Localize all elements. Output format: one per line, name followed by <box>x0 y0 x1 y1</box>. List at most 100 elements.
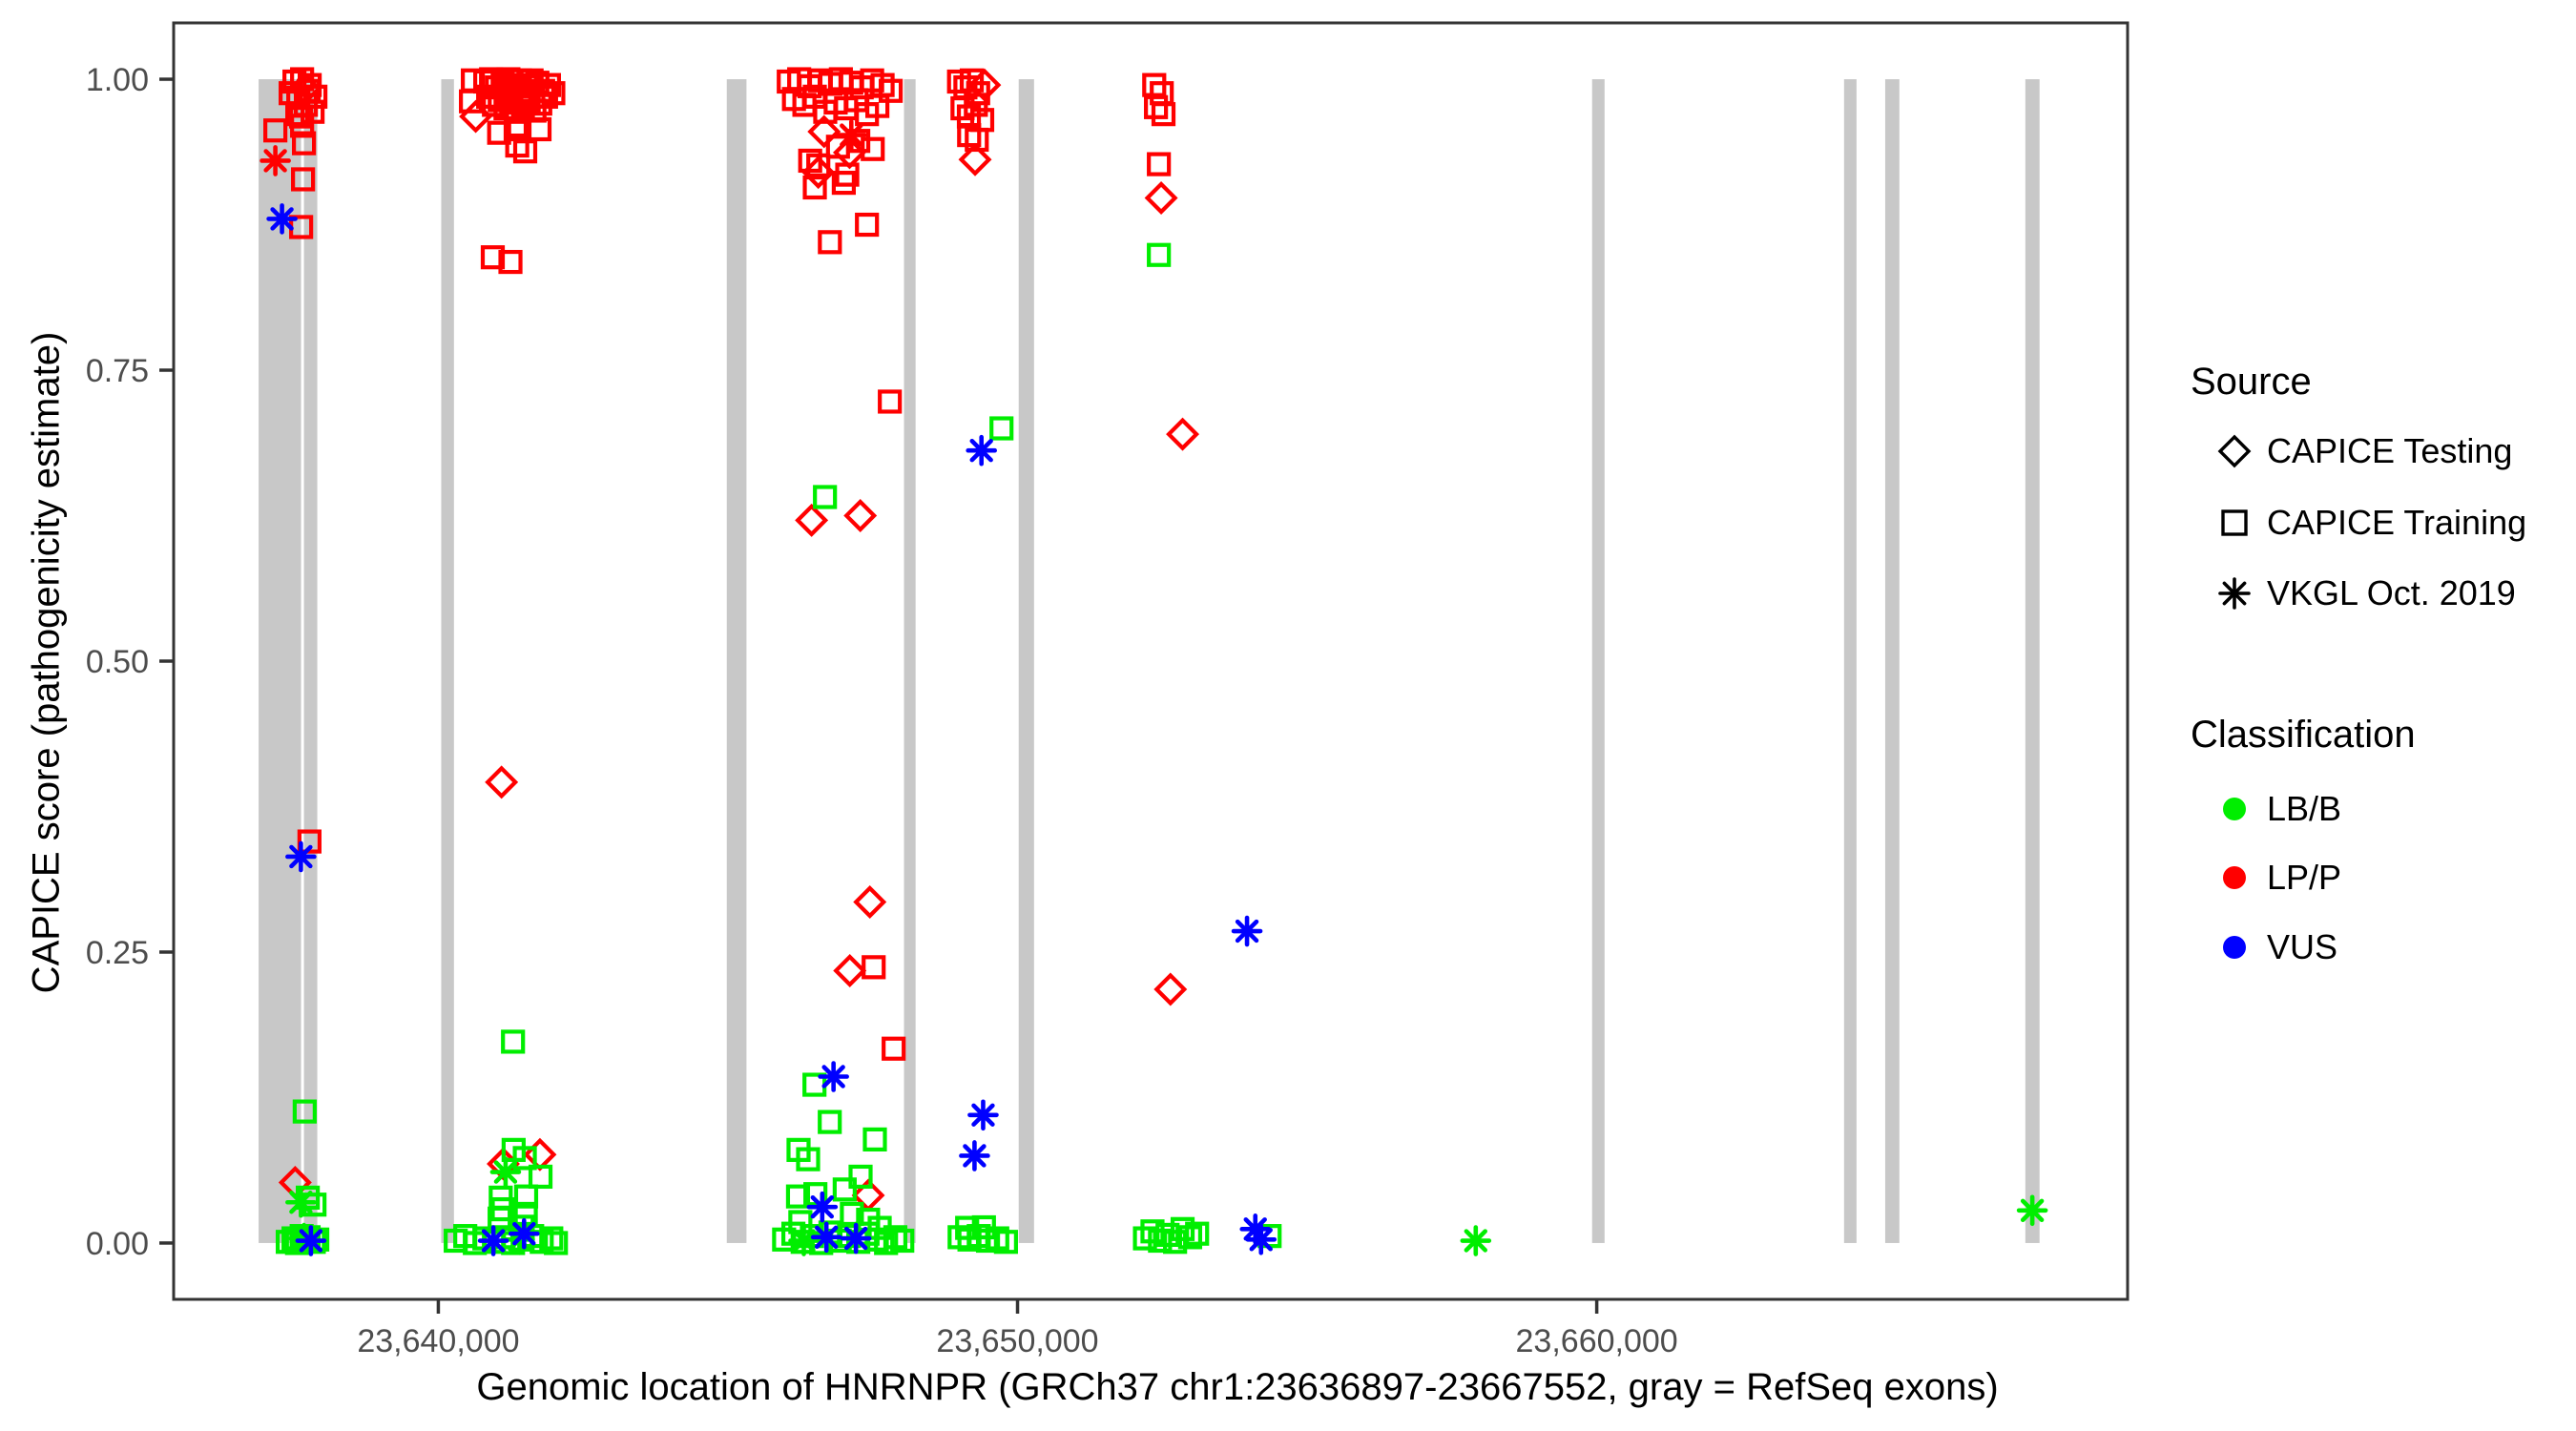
exon-bar <box>1591 79 1605 1243</box>
data-point-diamond <box>832 135 866 170</box>
panel-border <box>172 21 2129 1301</box>
data-point-square <box>818 230 842 255</box>
legend-classification-title: Classification <box>2191 714 2416 756</box>
data-point-square <box>1144 94 1169 119</box>
data-point-square <box>291 167 316 192</box>
data-point-asterisk <box>1460 1225 1492 1256</box>
open-diamond-icon <box>2213 429 2267 473</box>
data-point-square <box>855 212 880 238</box>
data-point-diamond <box>853 885 887 919</box>
red-dot-icon <box>2213 856 2267 900</box>
data-point-square <box>527 116 552 142</box>
data-point-square <box>882 1036 906 1061</box>
data-point-square <box>291 131 317 156</box>
open-square-icon <box>2213 501 2267 545</box>
y-tick-label: 0.75 <box>86 353 149 389</box>
data-point-square <box>292 1099 317 1124</box>
data-point-square <box>993 1230 1018 1255</box>
data-point-square <box>957 122 982 148</box>
data-point-diamond <box>1144 181 1178 215</box>
legend-item-lbb: LB/B <box>2213 780 2341 838</box>
data-point-diamond <box>1153 972 1188 1006</box>
legend-item-label: CAPICE Training <box>2267 503 2527 542</box>
data-point-asterisk <box>810 1221 842 1254</box>
data-point-diamond <box>967 68 1002 102</box>
data-points-layer <box>260 67 2048 1256</box>
exon-bar <box>1884 79 1900 1243</box>
data-point-square <box>501 1029 526 1054</box>
exon-bar <box>726 79 747 1243</box>
data-point-asterisk <box>806 1191 839 1223</box>
data-point-square <box>544 1231 569 1255</box>
data-point-asterisk <box>818 1061 849 1092</box>
data-point-asterisk <box>260 145 291 176</box>
data-point-square <box>813 485 838 509</box>
data-point-square <box>297 829 322 854</box>
legend-item-label: LB/B <box>2267 789 2342 828</box>
exon-bar <box>2025 79 2040 1243</box>
axis-ticks-layer: 23,640,000 23,650,000 23,660,000 0.00 0.25 0.… <box>86 62 1678 1359</box>
legend-item-vkgl: VKGL Oct. 2019 <box>2213 565 2516 622</box>
data-point-asterisk <box>2016 1194 2048 1227</box>
data-point-asterisk <box>477 1225 509 1256</box>
legend-item-label: CAPICE Testing <box>2267 431 2513 470</box>
data-point-square <box>1185 1221 1210 1246</box>
data-point-diamond <box>288 72 322 106</box>
x-tick-label: 23,660,000 <box>1516 1323 1678 1359</box>
data-point-square <box>512 139 538 164</box>
x-tick-label: 23,650,000 <box>936 1323 1098 1359</box>
legend-item-capice-training: CAPICE Training <box>2213 494 2526 551</box>
blue-dot-icon <box>2213 925 2267 969</box>
data-point-square <box>1147 242 1172 267</box>
data-point-square <box>459 89 484 114</box>
data-point-square <box>890 1228 915 1254</box>
y-tick-label: 0.00 <box>86 1226 149 1262</box>
data-point-asterisk <box>285 1186 317 1218</box>
legend-item-lpp: LP/P <box>2213 849 2341 906</box>
legend-item-label: VKGL Oct. 2019 <box>2267 573 2516 612</box>
data-point-square <box>803 1182 828 1207</box>
data-point-square <box>528 1164 553 1190</box>
data-point-square <box>513 1184 539 1209</box>
data-point-diamond <box>795 503 829 537</box>
data-point-square <box>862 1127 887 1151</box>
data-point-square <box>878 389 903 414</box>
data-point-square <box>1155 1222 1180 1248</box>
x-axis-title: Genomic location of HNRNPR (GRCh37 chr1:… <box>476 1366 1999 1408</box>
data-point-diamond <box>1166 417 1200 451</box>
data-point-asterisk <box>959 1140 990 1172</box>
y-tick-label: 0.50 <box>86 644 149 680</box>
data-point-asterisk <box>967 1099 999 1131</box>
data-point-square <box>831 171 856 196</box>
data-point-square <box>503 116 529 142</box>
data-point-diamond <box>801 156 836 190</box>
data-point-asterisk <box>1245 1223 1278 1255</box>
data-point-asterisk <box>966 434 998 467</box>
data-point-asterisk <box>285 840 317 873</box>
data-point-square <box>878 78 904 103</box>
data-point-square <box>832 1177 857 1202</box>
exon-bar <box>441 79 454 1243</box>
data-point-square <box>263 118 288 143</box>
data-point-square <box>989 416 1014 441</box>
data-point-square <box>848 1164 873 1190</box>
data-point-square <box>785 1184 811 1209</box>
data-point-square <box>796 1147 821 1172</box>
data-point-square <box>1177 1225 1203 1250</box>
data-point-square <box>840 1201 864 1227</box>
y-tick-label: 0.25 <box>86 935 149 971</box>
y-tick-label: 1.00 <box>86 62 149 98</box>
data-point-square <box>865 93 890 118</box>
data-point-square <box>290 114 315 138</box>
data-point-square <box>964 93 988 117</box>
data-point-diamond <box>843 499 878 532</box>
data-point-square <box>862 955 886 980</box>
legend-item-label: LP/P <box>2267 858 2342 897</box>
data-point-square <box>528 92 552 116</box>
data-point-asterisk <box>489 1156 522 1188</box>
data-point-asterisk <box>835 119 867 151</box>
exon-bar <box>1018 79 1034 1243</box>
exon-bar <box>259 79 301 1243</box>
legend-source-title: Source <box>2191 361 2312 403</box>
data-point-square <box>1148 1228 1173 1254</box>
